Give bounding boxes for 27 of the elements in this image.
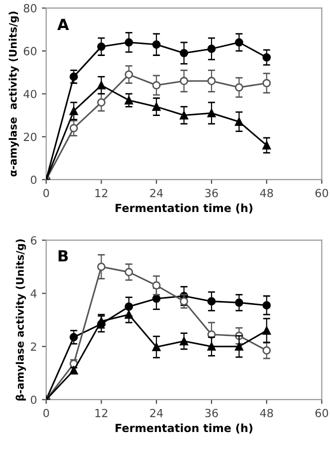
x-axis-title: Fermentation time (h)	[116, 424, 252, 434]
annotation: A	[57, 18, 69, 30]
x-tick-label: 48	[260, 188, 273, 198]
x-tick-label: 60	[315, 408, 328, 418]
y-tick-label: 2	[30, 342, 36, 351]
x-tick-label: 12	[95, 188, 108, 198]
y-tick-label: 6	[30, 236, 36, 245]
y-axis-title: β-amylase activity (Units/g)	[16, 239, 26, 400]
y-tick-label: 40	[24, 90, 36, 98]
x-tick-label: 24	[150, 408, 163, 418]
y-tick-label: 20	[24, 132, 36, 142]
x-tick-label: 48	[260, 408, 273, 418]
x-tick-label: 60	[315, 188, 328, 198]
x-tick-label: 36	[205, 408, 218, 418]
x-axis-title: Fermentation time (h)	[116, 204, 252, 214]
annotation: B	[58, 250, 68, 262]
x-tick-label: 24	[150, 188, 163, 198]
y-tick-label: 4	[30, 289, 37, 298]
y-axis-title: α-amylase activity (Units/g)	[8, 12, 19, 176]
y-tick-label: 60	[24, 46, 36, 56]
x-tick-label: 36	[205, 188, 218, 198]
y-tick-label: 0	[30, 396, 36, 404]
x-tick-label: 0	[43, 188, 49, 198]
x-tick-label: 0	[43, 408, 49, 418]
y-tick-label: 80	[24, 4, 36, 12]
x-tick-label: 12	[95, 408, 108, 418]
y-tick-label: 0	[30, 176, 36, 184]
